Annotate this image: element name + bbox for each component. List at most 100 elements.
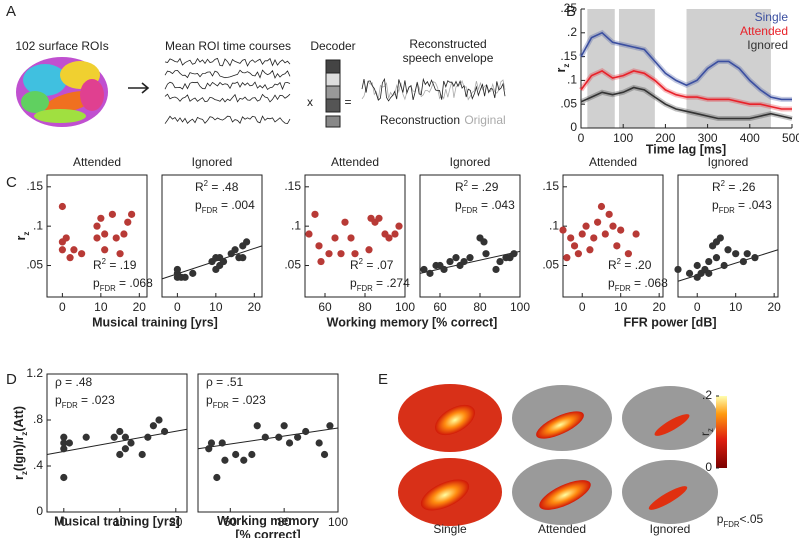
y-tick-label: .8 [33, 412, 43, 426]
point [315, 242, 323, 250]
annotation: R2 = .20 [608, 257, 652, 273]
text-part: z [20, 432, 29, 436]
text-part: = .023 [229, 393, 266, 407]
time-course [164, 57, 291, 67]
x-tick-label: 500 [782, 131, 799, 145]
point [720, 261, 728, 270]
text-part: p [195, 198, 202, 212]
point [240, 456, 248, 464]
panel-title: Ignored [192, 155, 233, 169]
text-part: p [608, 276, 615, 290]
point [207, 439, 216, 447]
text-part: p [350, 276, 357, 290]
point [601, 230, 609, 238]
y-tick-label: 0 [570, 120, 577, 134]
point [325, 250, 333, 258]
time-course [164, 115, 291, 125]
x-tick-label: 20 [248, 300, 262, 314]
point [62, 234, 70, 242]
text-part: p [717, 512, 724, 526]
text-part: = .26 [725, 180, 756, 194]
x-tick-label: 200 [655, 131, 675, 145]
text-part: z [706, 428, 715, 432]
point [101, 246, 109, 254]
point [93, 234, 101, 242]
x-tick-label: 100 [395, 300, 415, 314]
colorbar-tick-label: 0 [705, 460, 712, 474]
y-tick-label: 1.2 [26, 366, 43, 380]
point [426, 269, 434, 277]
point [311, 210, 319, 218]
panel-title: Attended [589, 155, 637, 169]
text-part: R [608, 258, 617, 272]
text-part: = .004 [218, 198, 255, 212]
y-tick-label: .15 [26, 179, 43, 193]
point [613, 242, 621, 250]
plot-frame [562, 174, 664, 298]
note: pFDR<.05 [717, 512, 764, 528]
point [331, 234, 339, 242]
x-axis-label: Time lag [ms] [646, 142, 726, 156]
y-axis-label: rz(Ign)/rz(Att) [12, 406, 28, 480]
significance-band [618, 9, 655, 128]
text-part: r [14, 235, 28, 240]
x-axis-label: FFR power [dB] [623, 315, 716, 329]
point [60, 445, 68, 453]
point [60, 473, 68, 482]
point [586, 246, 594, 254]
text-part: z [20, 471, 29, 475]
text-line: Reconstructed [409, 37, 486, 51]
text-part: FDR [62, 401, 78, 410]
text-part: p [93, 276, 100, 290]
point [705, 257, 713, 266]
text-part: R [93, 258, 102, 272]
text-part: 2 [617, 257, 621, 266]
point [347, 234, 355, 242]
panel-label: A [6, 3, 16, 20]
x-tick-label: 0 [578, 131, 585, 145]
brain-maps [398, 384, 718, 526]
point [743, 250, 751, 258]
colorbar-tick-label: .2 [702, 388, 712, 402]
point [78, 250, 86, 258]
annotation: pFDR = .004 [195, 198, 255, 214]
plot-frame [46, 373, 188, 513]
text-line: Working memory [217, 514, 319, 528]
series-line [580, 69, 792, 110]
text-part: = .07 [363, 258, 394, 272]
time-course [164, 93, 291, 103]
text-part: = .29 [468, 180, 499, 194]
text-part: R [455, 180, 464, 194]
panel-title: Ignored [450, 155, 491, 169]
y-tick-label: .25 [560, 1, 577, 15]
point [337, 250, 345, 258]
annotation: R2 = .29 [455, 179, 499, 195]
annotation: pFDR = .023 [206, 393, 266, 409]
point [101, 230, 109, 238]
caption: Mean ROI time courses [165, 39, 291, 53]
text-part: z [22, 232, 31, 236]
panel-title: Attended [331, 155, 379, 169]
x-tick-label: 10 [209, 300, 223, 314]
point [570, 242, 579, 250]
point [58, 202, 66, 211]
text-part: (Ign)/r [12, 436, 26, 472]
y-tick-label: .1 [567, 73, 577, 87]
point [124, 218, 132, 226]
point [173, 265, 181, 274]
x-tick-label: 0 [694, 300, 701, 314]
point [121, 445, 129, 453]
point [341, 218, 349, 226]
point [732, 250, 740, 258]
point [751, 254, 759, 262]
x-tick-label: 0 [174, 300, 181, 314]
point [261, 433, 269, 441]
point [624, 250, 632, 258]
point [574, 250, 582, 258]
text-part: = .043 [735, 198, 772, 212]
point [189, 269, 197, 277]
point [121, 433, 129, 441]
text-part: = .19 [106, 258, 137, 272]
text-part: = .068 [116, 276, 153, 290]
point [116, 250, 124, 258]
